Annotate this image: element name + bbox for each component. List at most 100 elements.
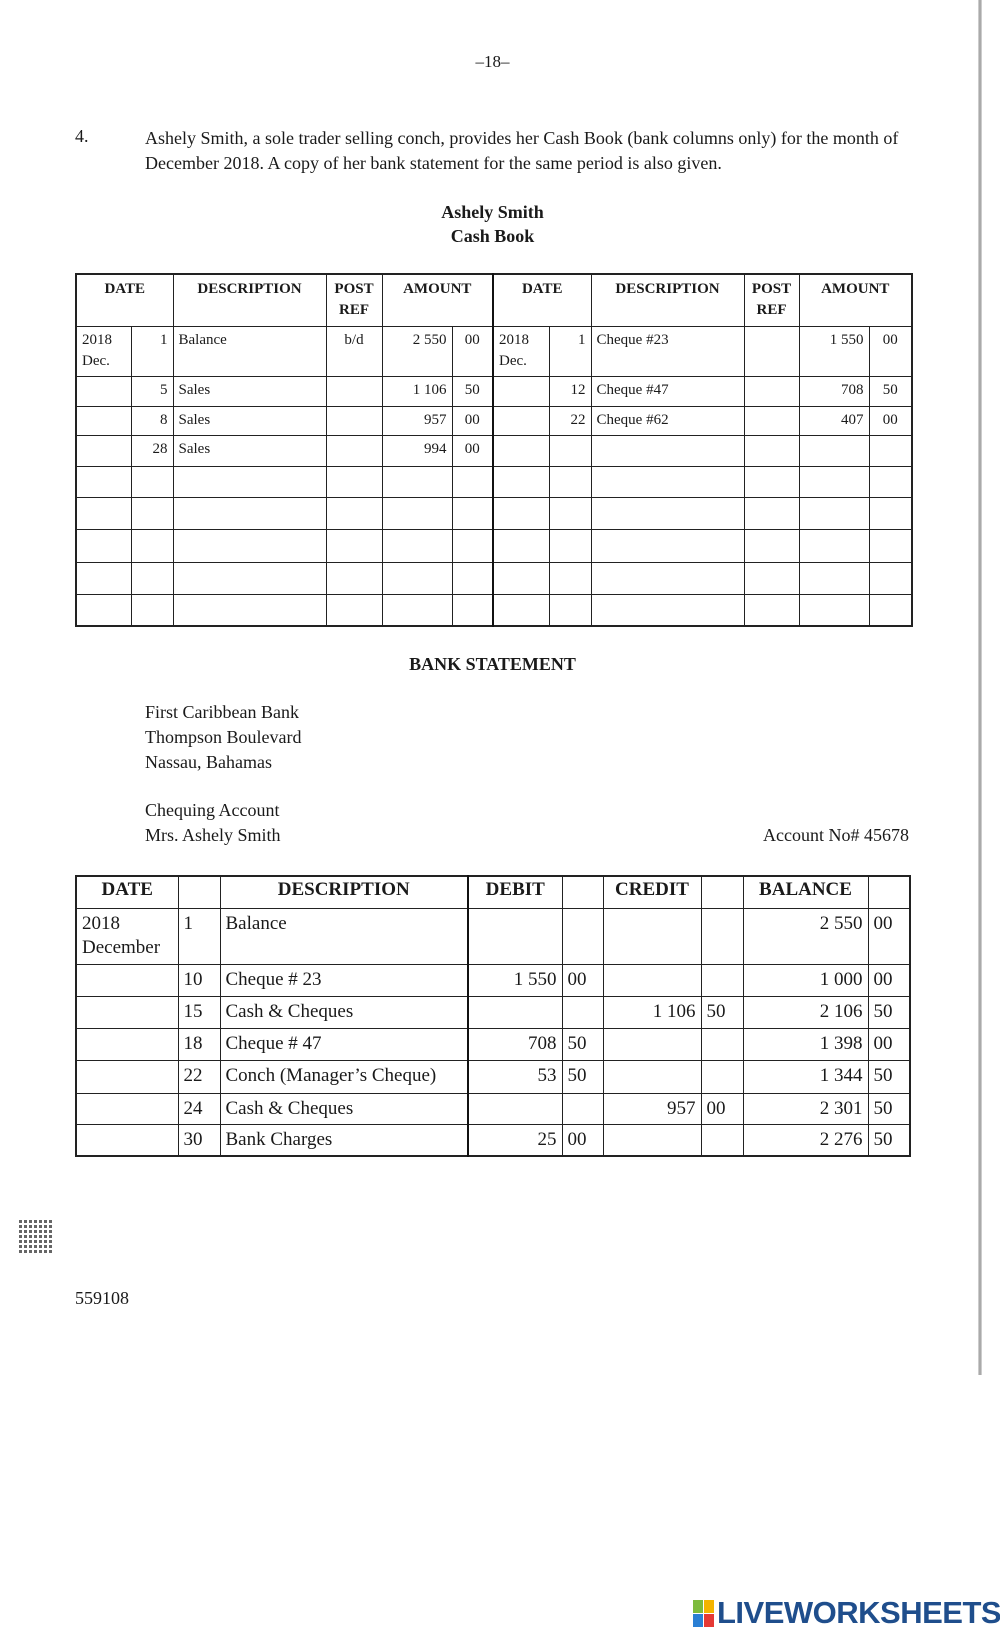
post-ref-cell [325,375,383,407]
description-cell: Sales [172,405,327,436]
amount-cell [381,465,453,498]
cents-cell: 00 [868,405,913,436]
table-row: 22 Conch (Manager’s Cheque) 53 50 1 344 50 [75,1059,911,1094]
balance-cents-cell: 00 [867,963,911,997]
datamatrix-code-icon [19,1219,53,1253]
table-row: 30 Bank Charges 25 00 2 276 50 [75,1123,911,1157]
amount-cell: 994 [381,434,453,467]
month-cell [492,465,550,498]
amount-cell: 407 [798,405,870,436]
bank-address-line1: Thompson Boulevard [145,727,302,747]
day-cell [130,528,174,563]
credit-cell: 957 [602,1092,702,1125]
description-cell: Sales [172,375,327,407]
amount-cell [798,465,870,498]
post-ref-cell [743,561,800,595]
table-row: 8 Sales 957 00 22 Cheque #62 407 00 [75,405,913,436]
header-balance: BALANCE [742,875,869,909]
debit-cents-cell [561,1092,604,1125]
day-cell [548,465,592,498]
balance-cents-cell: 50 [867,1059,911,1094]
cents-cell [868,434,913,467]
header-amount: AMOUNT [798,273,913,327]
day-cell [130,496,174,530]
day-cell [130,561,174,595]
month-cell [75,405,132,436]
debit-cell: 708 [467,1027,563,1061]
day-cell: 30 [177,1123,221,1157]
amount-cell: 2 550 [381,325,453,377]
day-cell [548,528,592,563]
day-cell: 22 [548,405,592,436]
amount-cell: 1 550 [798,325,870,377]
cents-cell [868,561,913,595]
day-cell: 22 [177,1059,221,1094]
balance-cell: 2 276 [742,1123,869,1157]
account-number: Account No# 45678 [763,825,909,845]
cents-cell [451,528,494,563]
description-cell: Cheque # 23 [219,963,469,997]
description-cell [172,593,327,627]
day-cell [548,593,592,627]
day-cell: 8 [130,405,174,436]
header-date: DATE [492,273,592,327]
amount-cell: 957 [381,405,453,436]
account-type: Chequing Account [145,800,280,820]
description-cell: Conch (Manager’s Cheque) [219,1059,469,1094]
question-text: Ashely Smith, a sole trader selling conc… [145,128,899,173]
day-cell: 10 [177,963,221,997]
description-cell: Sales [172,434,327,467]
debit-cell [467,995,563,1029]
footer-code: 559108 [75,1288,129,1308]
amount-cell: 1 106 [381,375,453,407]
post-ref-cell [743,528,800,563]
cents-cell: 00 [451,325,494,377]
cents-cell [868,465,913,498]
month-cell [75,375,132,407]
header-post-ref: POST REF [743,273,800,327]
header-date: DATE [75,273,174,327]
month-cell [492,528,550,563]
credit-cell: 1 106 [602,995,702,1029]
month-cell [492,496,550,530]
description-cell: Cash & Cheques [219,995,469,1029]
post-ref-cell [325,593,383,627]
cash-book-title: Cash Book [450,226,535,246]
month-cell [492,434,550,467]
month-cell: 2018 December [75,907,179,965]
month-cell: 2018 Dec. [492,325,550,377]
post-ref-cell [743,405,800,436]
balance-cell: 2 106 [742,995,869,1029]
header-debit: DEBIT [467,875,563,909]
day-cell [548,561,592,595]
table-row [75,465,913,498]
day-cell [130,465,174,498]
amount-cell [381,496,453,530]
balance-cents-cell: 00 [867,907,911,965]
header-description: DESCRIPTION [590,273,745,327]
table-row [75,528,913,563]
month-cell [75,1123,179,1157]
table-row [75,496,913,530]
balance-cell: 1 000 [742,963,869,997]
month-cell [75,1092,179,1125]
day-cell: 1 [177,907,221,965]
bank-address-line2: Nassau, Bahamas [145,752,272,772]
amount-cell [381,528,453,563]
post-ref-cell [325,405,383,436]
cents-cell [868,593,913,627]
post-ref-cell [325,528,383,563]
debit-cents-cell: 00 [561,963,604,997]
post-ref-cell [743,593,800,627]
cash-book-table: DATE DESCRIPTION POST REF AMOUNT DATE DE… [75,273,913,627]
post-ref-cell [743,325,800,377]
post-ref-cell [325,561,383,595]
credit-cents-cell: 00 [700,1092,744,1125]
bank-statement-title: BANK STATEMENT [409,654,576,674]
credit-cents-cell [700,1027,744,1061]
amount-cell [798,434,870,467]
month-cell [492,593,550,627]
description-cell [590,528,745,563]
day-cell [548,496,592,530]
credit-cell [602,1059,702,1094]
